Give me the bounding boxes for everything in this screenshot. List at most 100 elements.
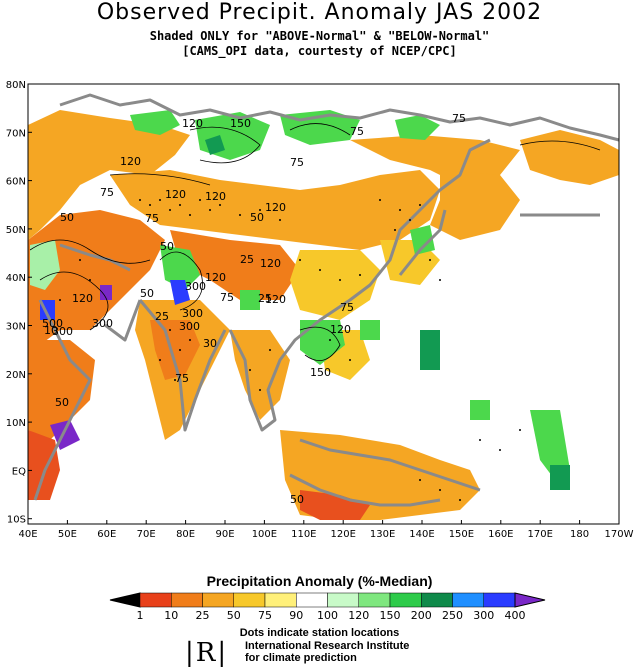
contour-label: 25 bbox=[240, 253, 254, 266]
lon-label: 180 bbox=[570, 529, 589, 540]
lon-label: 40E bbox=[18, 529, 37, 540]
legend-swatch bbox=[452, 592, 484, 608]
lat-label: 70N bbox=[6, 128, 26, 139]
legend-swatch bbox=[327, 592, 359, 608]
contour-label: 120 bbox=[205, 271, 226, 284]
lon-label: 110E bbox=[291, 529, 316, 540]
contour-label: 120 bbox=[120, 155, 141, 168]
contour-label: 75 bbox=[220, 291, 234, 304]
contour-label: 30 bbox=[203, 337, 217, 350]
contour-label: 300 bbox=[185, 280, 206, 293]
legend-tick-label: 25 bbox=[196, 609, 210, 622]
iri-org-line-2: for climate prediction bbox=[245, 652, 357, 664]
contour-label: 300 bbox=[182, 307, 203, 320]
contour-label: 300 bbox=[52, 325, 73, 338]
legend-tick-label: 300 bbox=[473, 609, 494, 622]
contour-label: 75 bbox=[175, 372, 189, 385]
contour-label: 120 bbox=[72, 292, 93, 305]
legend-tick-label: 100 bbox=[317, 609, 338, 622]
legend-swatch bbox=[483, 592, 516, 608]
map-subtitle-shading: Shaded ONLY for "ABOVE-Normal" & "BELOW-… bbox=[149, 29, 490, 43]
legend-tick-label: 1 bbox=[137, 609, 144, 622]
contour-label: 300 bbox=[179, 320, 200, 333]
contour-label: 120 bbox=[330, 323, 351, 336]
contour-label: 50 bbox=[55, 396, 69, 409]
contour-label: 150 bbox=[230, 117, 251, 130]
lon-label: 160E bbox=[488, 529, 513, 540]
map-title: Observed Precipit. Anomaly JAS 2002 bbox=[96, 0, 543, 25]
contour-label: 300 bbox=[92, 317, 113, 330]
lat-label: EQ bbox=[12, 466, 26, 477]
lon-label: 140E bbox=[409, 529, 434, 540]
lon-label: 70E bbox=[137, 529, 156, 540]
contour-label: 75 bbox=[145, 212, 159, 225]
legend-tick-label: 120 bbox=[348, 609, 369, 622]
contour-label: 120 bbox=[265, 293, 286, 306]
contour-label: 25 bbox=[258, 292, 272, 305]
legend-swatch bbox=[358, 592, 391, 608]
legend-tick-label: 90 bbox=[289, 609, 303, 622]
lat-label: 50N bbox=[6, 225, 26, 236]
lon-label: 170E bbox=[527, 529, 552, 540]
legend-swatch bbox=[514, 592, 546, 608]
contour-label: 500 bbox=[42, 317, 63, 330]
contour-label: 150 bbox=[310, 366, 331, 379]
contour-label: 10 bbox=[44, 324, 58, 337]
legend-title: Precipitation Anomaly (%-Median) bbox=[206, 573, 433, 589]
coastlines bbox=[33, 93, 620, 507]
station-dots bbox=[59, 199, 521, 501]
iri-org-line-1: International Research Institute bbox=[245, 640, 410, 652]
legend-swatch bbox=[171, 592, 203, 608]
lon-label: 50E bbox=[58, 529, 77, 540]
legend-swatch bbox=[109, 592, 141, 608]
lat-label: 30N bbox=[6, 322, 26, 333]
legend-tick-labels: 1 10 25 50 75 90 100 120 150 200 250 300 400 bbox=[137, 609, 526, 622]
legend-swatch bbox=[421, 592, 453, 608]
lat-label: 80N bbox=[6, 80, 26, 91]
below-normal-shading bbox=[28, 110, 619, 520]
lat-label: 20N bbox=[6, 370, 26, 381]
latitude-axis: 80N 70N 60N 50N 40N 30N 20N 10N EQ 10S bbox=[6, 80, 32, 526]
lon-label: 150E bbox=[449, 529, 474, 540]
contour-label: 120 bbox=[205, 190, 226, 203]
contour-label: 120 bbox=[182, 117, 203, 130]
legend-swatch bbox=[264, 592, 297, 608]
legend-tick-label: 400 bbox=[505, 609, 526, 622]
lon-label: 120E bbox=[330, 529, 355, 540]
contour-label: 25 bbox=[155, 310, 169, 323]
contour-label: 120 bbox=[165, 188, 186, 201]
lon-label: 60E bbox=[97, 529, 116, 540]
lon-label: 170W bbox=[605, 529, 634, 540]
legend-tick-label: 10 bbox=[164, 609, 178, 622]
contour-label: 50 bbox=[60, 211, 74, 224]
iri-logo: |R| bbox=[185, 638, 229, 668]
iri-organization: International Research Institute for cli… bbox=[245, 640, 409, 664]
legend-colorbar bbox=[109, 592, 546, 608]
legend-swatch bbox=[389, 592, 422, 608]
above-normal-shading bbox=[30, 110, 570, 490]
lat-label: 40N bbox=[6, 273, 26, 284]
contour-label: 50 bbox=[140, 287, 154, 300]
lat-label: 10S bbox=[7, 515, 26, 526]
map-frame bbox=[27, 83, 620, 525]
contour-label: 75 bbox=[290, 156, 304, 169]
lon-label: 90E bbox=[215, 529, 234, 540]
contour-label: 120 bbox=[260, 257, 281, 270]
contour-label: 75 bbox=[100, 186, 114, 199]
contour-lines bbox=[29, 123, 601, 362]
contour-label: 75 bbox=[340, 301, 354, 314]
contour-label: 120 bbox=[265, 201, 286, 214]
map-subtitle-source: [CAMS_OPI data, courtesty of NCEP/CPC] bbox=[182, 44, 457, 58]
legend-swatch bbox=[233, 592, 266, 608]
lon-label: 80E bbox=[176, 529, 195, 540]
lon-label: 130E bbox=[370, 529, 395, 540]
contour-label: 50 bbox=[160, 240, 174, 253]
contour-label: 75 bbox=[350, 125, 364, 138]
legend-swatch bbox=[139, 592, 172, 608]
legend-tick-label: 200 bbox=[411, 609, 432, 622]
legend-swatch bbox=[296, 592, 328, 608]
legend-tick-label: 75 bbox=[258, 609, 272, 622]
lon-label: 100E bbox=[252, 529, 277, 540]
